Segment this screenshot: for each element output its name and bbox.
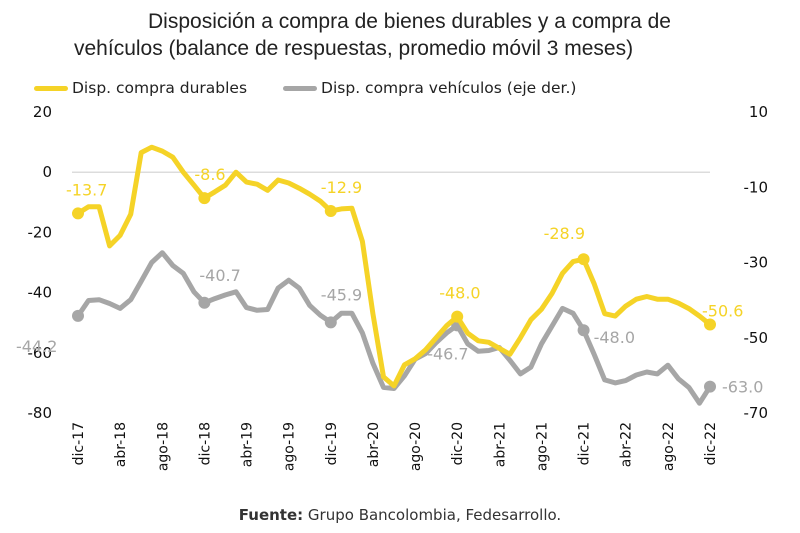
data-label-durables: -12.9 [321,178,362,197]
x-tick-label: abr-19 [240,422,256,467]
source-label: Fuente: [238,506,304,524]
series-line-durables [75,144,713,389]
data-point-vehiculos [577,324,590,337]
data-point-durables [577,253,590,266]
x-tick-label: dic-22 [703,422,719,465]
data-label-durables: -50.6 [702,302,743,321]
y-right-tick-label: -50 [744,329,769,347]
chart-title-line-1: Disposición a compra de bienes durables … [148,10,671,33]
data-point-vehiculos [324,316,337,329]
data-label-vehiculos: -40.7 [199,266,240,285]
y-right-tick-label: -30 [744,254,769,272]
data-label-durables: -8.6 [194,165,225,184]
y-axis-right: 10 -10 -30 -50 -70 [744,103,769,422]
data-point-durables [198,192,211,205]
data-label-vehiculos: -48.0 [594,328,635,347]
chart-title-line-2: vehículos (balance de respuestas, promed… [74,37,634,60]
x-tick-label: dic-19 [324,422,340,465]
source-footer: Fuente: Grupo Bancolombia, Fedesarrollo. [0,506,800,524]
data-label-vehiculos: -46.7 [427,344,468,363]
legend-swatch-durables [34,85,68,91]
source-text: Grupo Bancolombia, Fedesarrollo. [303,506,562,524]
data-label-vehiculos: -45.9 [321,285,362,304]
data-label-durables: -28.9 [544,224,585,243]
data-label-vehiculos: -44.2 [16,337,57,356]
legend-label-durables: Disp. compra durables [72,79,248,97]
data-point-vehiculos [72,309,84,322]
x-tick-label: abr-18 [113,422,129,467]
data-point-durables [72,207,84,220]
y-left-tick-label: 20 [33,103,52,121]
chart-title: Disposición a compra de bienes durables … [0,8,800,62]
x-tick-label: ago-21 [534,422,550,471]
data-point-vehiculos [198,296,211,309]
legend: Disp. compra durables Disp. compra vehíc… [34,79,612,97]
y-left-tick-label: 0 [42,163,52,181]
x-tick-label: dic-21 [577,422,593,465]
x-axis: dic-17 abr-18 ago-18 dic-18 abr-19 ago-19 dic-… [71,422,719,471]
data-labels: -13.7 -8.6 -12.9 -48.0 -28.9 -50.6 -44.2 -40.7 -… [16,165,763,397]
x-tick-label: dic-18 [197,422,213,465]
data-label-vehiculos: -63.0 [722,378,763,397]
x-tick-label: abr-22 [619,422,635,467]
x-tick-label: dic-20 [450,422,466,465]
legend-label-vehiculos: Disp. compra vehículos (eje der.) [321,79,577,97]
x-tick-label: dic-17 [71,422,87,465]
y-right-tick-label: -70 [744,404,769,422]
data-point-durables [451,310,464,323]
series-line-vehiculos [75,250,713,406]
data-label-durables: -48.0 [439,284,480,303]
data-point-durables [704,318,716,331]
x-tick-label: abr-21 [492,422,508,467]
y-left-tick-label: -60 [28,344,53,362]
x-tick-label: ago-22 [661,422,677,471]
x-tick-label: abr-20 [366,422,382,467]
legend-item-vehiculos: Disp. compra vehículos (eje der.) [283,79,576,97]
data-point-vehiculos [704,380,716,393]
x-tick-label: ago-20 [408,422,424,471]
x-tick-label: ago-18 [155,422,171,471]
y-right-tick-label: -10 [744,178,769,196]
legend-swatch-vehiculos [283,85,318,91]
y-left-tick-label: -80 [28,404,53,422]
y-right-tick-label: 10 [749,103,768,121]
y-left-tick-label: -40 [28,284,53,302]
data-point-durables [324,205,337,218]
legend-item-durables: Disp. compra durables [34,79,247,97]
x-tick-label: ago-19 [282,422,298,471]
data-label-durables: -13.7 [66,180,107,199]
y-axis-left: 20 0 -20 -40 -60 -80 [28,103,53,422]
y-left-tick-label: -20 [28,223,53,241]
series-group [72,144,716,406]
